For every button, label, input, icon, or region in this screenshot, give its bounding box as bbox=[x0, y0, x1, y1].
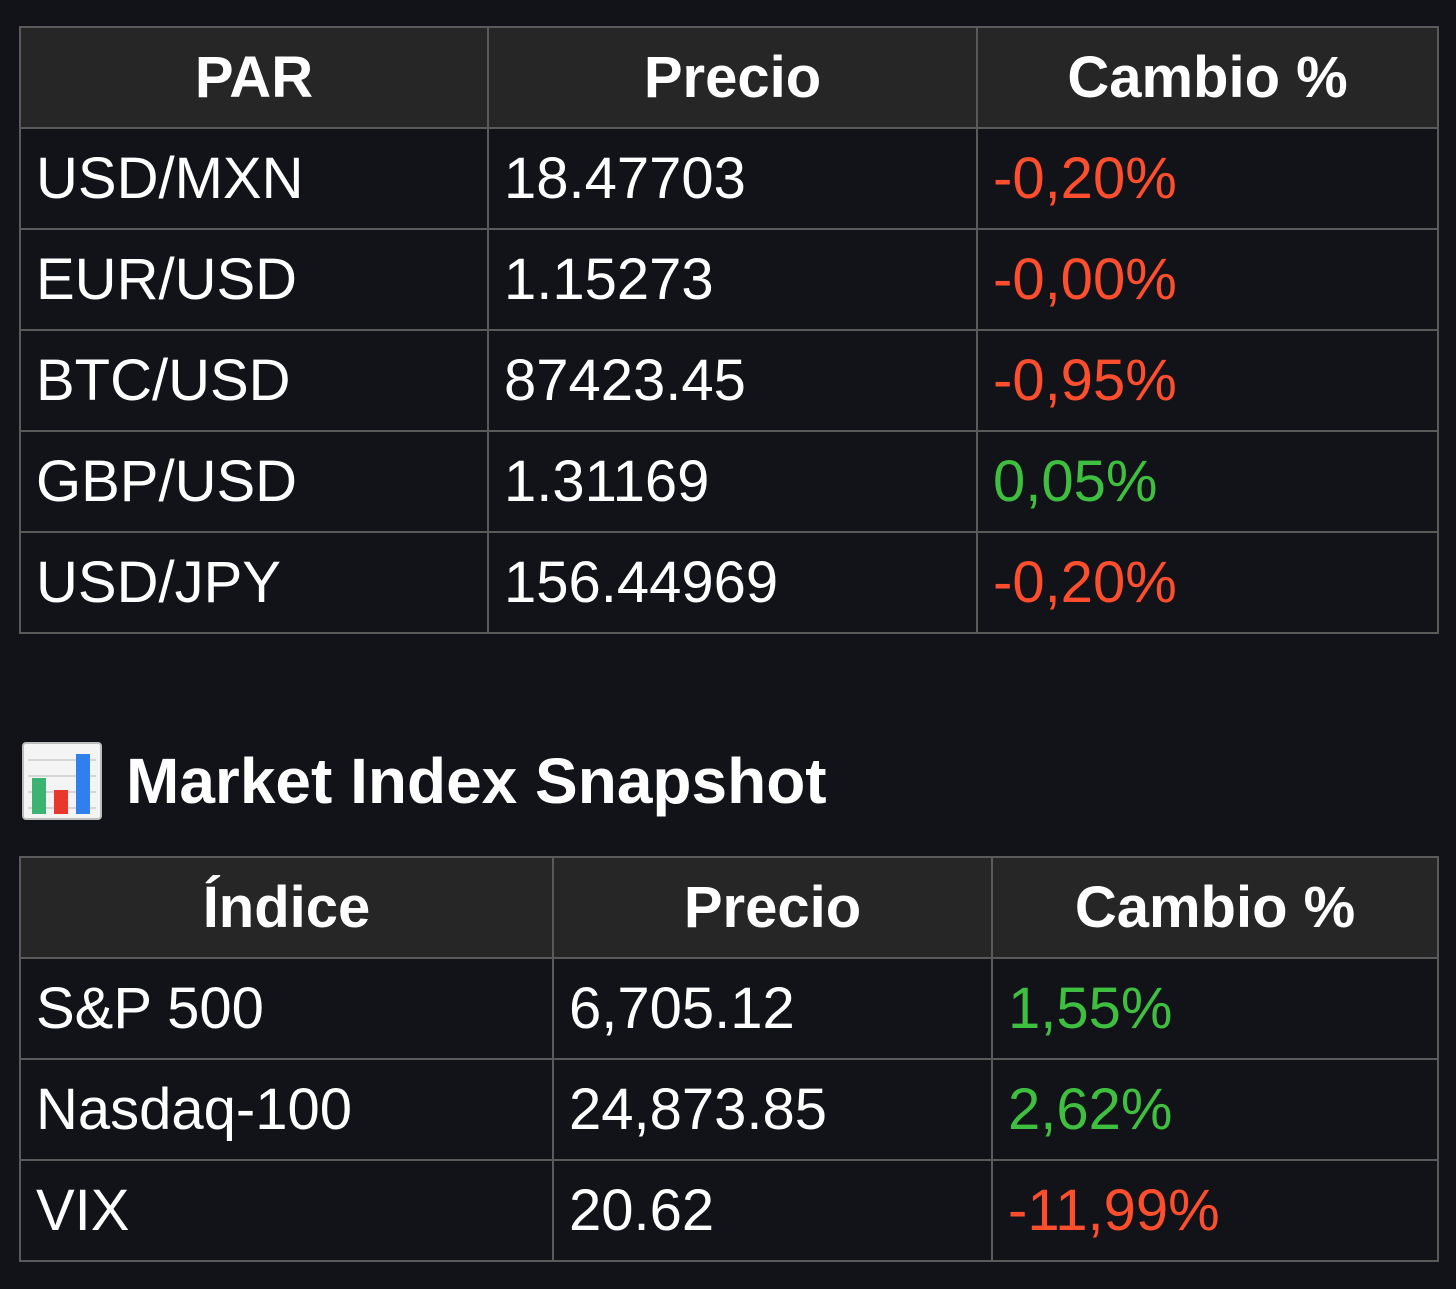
table-row: USD/MXN 18.47703 -0,20% bbox=[19, 127, 1439, 230]
table-row: Nasdaq-100 24,873.85 2,62% bbox=[19, 1058, 1439, 1161]
index-header-name: Índice bbox=[19, 856, 554, 959]
pair-cell: EUR/USD bbox=[19, 228, 489, 331]
fx-header-price: Precio bbox=[487, 26, 978, 129]
change-cell: -0,00% bbox=[976, 228, 1439, 331]
index-cell: VIX bbox=[19, 1159, 554, 1262]
price-cell: 87423.45 bbox=[487, 329, 978, 432]
table-row: GBP/USD 1.31169 0,05% bbox=[19, 430, 1439, 533]
change-cell: -0,20% bbox=[976, 127, 1439, 230]
index-cell: S&P 500 bbox=[19, 957, 554, 1060]
market-index-table: Índice Precio Cambio % S&P 500 6,705.12 … bbox=[19, 856, 1439, 1262]
price-cell: 18.47703 bbox=[487, 127, 978, 230]
index-header-change: Cambio % bbox=[991, 856, 1439, 959]
table-row: S&P 500 6,705.12 1,55% bbox=[19, 957, 1439, 1060]
price-cell: 24,873.85 bbox=[552, 1058, 993, 1161]
table-row: USD/JPY 156.44969 -0,20% bbox=[19, 531, 1439, 634]
pair-cell: BTC/USD bbox=[19, 329, 489, 432]
price-cell: 6,705.12 bbox=[552, 957, 993, 1060]
table-row: VIX 20.62 -11,99% bbox=[19, 1159, 1439, 1262]
pair-cell: GBP/USD bbox=[19, 430, 489, 533]
price-cell: 1.15273 bbox=[487, 228, 978, 331]
change-cell: -0,20% bbox=[976, 531, 1439, 634]
price-cell: 156.44969 bbox=[487, 531, 978, 634]
index-header-price: Precio bbox=[552, 856, 993, 959]
bar-chart-icon bbox=[22, 742, 102, 820]
price-cell: 20.62 bbox=[552, 1159, 993, 1262]
section-title-text: Market Index Snapshot bbox=[126, 745, 827, 817]
change-cell: -0,95% bbox=[976, 329, 1439, 432]
table-row: EUR/USD 1.15273 -0,00% bbox=[19, 228, 1439, 331]
pair-cell: USD/JPY bbox=[19, 531, 489, 634]
table-row: BTC/USD 87423.45 -0,95% bbox=[19, 329, 1439, 432]
fx-header-pair: PAR bbox=[19, 26, 489, 129]
index-header-row: Índice Precio Cambio % bbox=[19, 856, 1439, 959]
fx-pairs-table: PAR Precio Cambio % USD/MXN 18.47703 -0,… bbox=[19, 26, 1439, 634]
change-cell: 1,55% bbox=[991, 957, 1439, 1060]
market-index-heading: Market Index Snapshot bbox=[22, 738, 827, 824]
change-cell: 2,62% bbox=[991, 1058, 1439, 1161]
fx-header-change: Cambio % bbox=[976, 26, 1439, 129]
price-cell: 1.31169 bbox=[487, 430, 978, 533]
change-cell: -11,99% bbox=[991, 1159, 1439, 1262]
change-cell: 0,05% bbox=[976, 430, 1439, 533]
index-cell: Nasdaq-100 bbox=[19, 1058, 554, 1161]
fx-header-row: PAR Precio Cambio % bbox=[19, 26, 1439, 129]
pair-cell: USD/MXN bbox=[19, 127, 489, 230]
